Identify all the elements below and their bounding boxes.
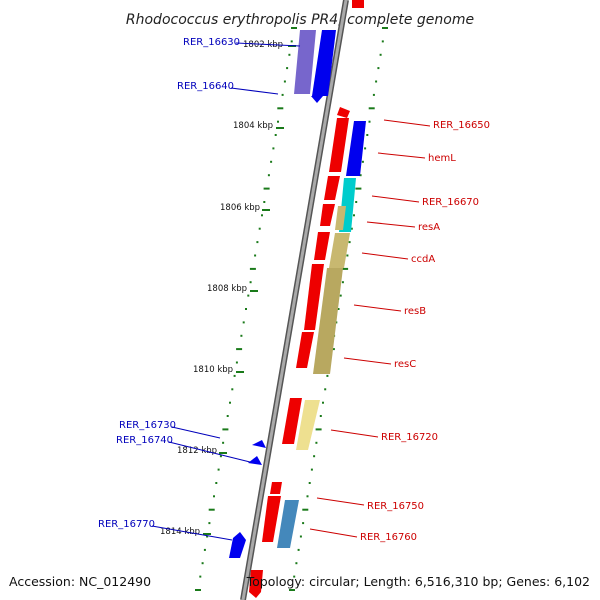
tick-ring xyxy=(195,27,388,591)
gene-feature[interactable] xyxy=(270,482,282,494)
tick-label: 1802 kbp xyxy=(243,40,283,50)
gene-feature[interactable] xyxy=(296,332,314,368)
gene-label-rer16630[interactable]: RER_16630 xyxy=(183,37,240,48)
genome-backbone xyxy=(240,0,349,600)
gene-label-rer16760[interactable]: RER_16760 xyxy=(360,532,417,543)
gene-feature-rer16740[interactable] xyxy=(248,456,262,465)
gene-label-rer16740[interactable]: RER_16740 xyxy=(116,435,173,446)
tick-label: 1810 kbp xyxy=(193,365,233,375)
gene-label-rer16670[interactable]: RER_16670 xyxy=(422,197,479,208)
gene-feature[interactable] xyxy=(304,264,324,330)
gene-feature[interactable] xyxy=(249,570,263,598)
gene-feature-rer16630[interactable] xyxy=(294,30,316,94)
gene-label-rer16750[interactable]: RER_16750 xyxy=(367,501,424,512)
gene-feature-rer16760[interactable] xyxy=(277,500,299,548)
gene-label-resC[interactable]: resC xyxy=(394,359,416,370)
gene-label-hemL[interactable]: hemL xyxy=(428,153,456,164)
tick-label: 1812 kbp xyxy=(177,446,217,456)
tick-label: 1806 kbp xyxy=(220,203,260,213)
gene-feature-rer16720[interactable] xyxy=(296,400,320,450)
gene-feature[interactable] xyxy=(282,398,302,444)
gene-label-resB[interactable]: resB xyxy=(404,306,426,317)
gene-label-rer16720[interactable]: RER_16720 xyxy=(381,432,438,443)
gene-feature-rer16640[interactable] xyxy=(311,96,323,103)
gene-feature-rer16770[interactable] xyxy=(229,532,246,558)
map-title: Rhodococcus erythropolis PR4, complete g… xyxy=(126,12,474,28)
forward-gene-labels: RER_16630 RER_16640 RER_16730 RER_16740 … xyxy=(98,37,301,541)
topology-text: Topology: circular; Length: 6,516,310 bp… xyxy=(246,574,590,589)
gene-label-rer16730[interactable]: RER_16730 xyxy=(119,420,176,431)
gene-feature[interactable] xyxy=(337,107,350,118)
gene-feature-resA[interactable] xyxy=(335,206,346,230)
gene-feature[interactable] xyxy=(320,204,335,226)
kbp-ticks: 1802 kbp 1804 kbp 1806 kbp 1808 kbp 1810… xyxy=(160,40,296,537)
gene-feature-resB[interactable] xyxy=(313,268,343,374)
gene-feature[interactable] xyxy=(312,30,336,96)
tick-label: 1814 kbp xyxy=(160,527,200,537)
gene-feature-rer16750[interactable] xyxy=(262,496,281,542)
reverse-gene-labels: RER_16650 hemL RER_16670 resA ccdA resB … xyxy=(309,119,490,543)
gene-feature[interactable] xyxy=(329,118,349,172)
accession-text: Accession: NC_012490 xyxy=(9,574,151,589)
gene-label-rer16650[interactable]: RER_16650 xyxy=(433,120,490,131)
gene-label-rer16640[interactable]: RER_16640 xyxy=(177,81,234,92)
gene-feature[interactable] xyxy=(352,0,364,8)
gene-label-ccdA[interactable]: ccdA xyxy=(411,254,435,265)
gene-label-rer16770[interactable]: RER_16770 xyxy=(98,519,155,530)
gene-feature-ccdA[interactable] xyxy=(329,233,350,268)
gene-feature-rer16650[interactable] xyxy=(346,121,366,176)
gene-label-resA[interactable]: resA xyxy=(418,222,440,233)
gene-feature[interactable] xyxy=(324,176,340,200)
gene-feature[interactable] xyxy=(314,232,330,260)
tick-label: 1804 kbp xyxy=(233,121,273,131)
gene-feature-rer16730[interactable] xyxy=(252,440,266,448)
tick-label: 1808 kbp xyxy=(207,284,247,294)
